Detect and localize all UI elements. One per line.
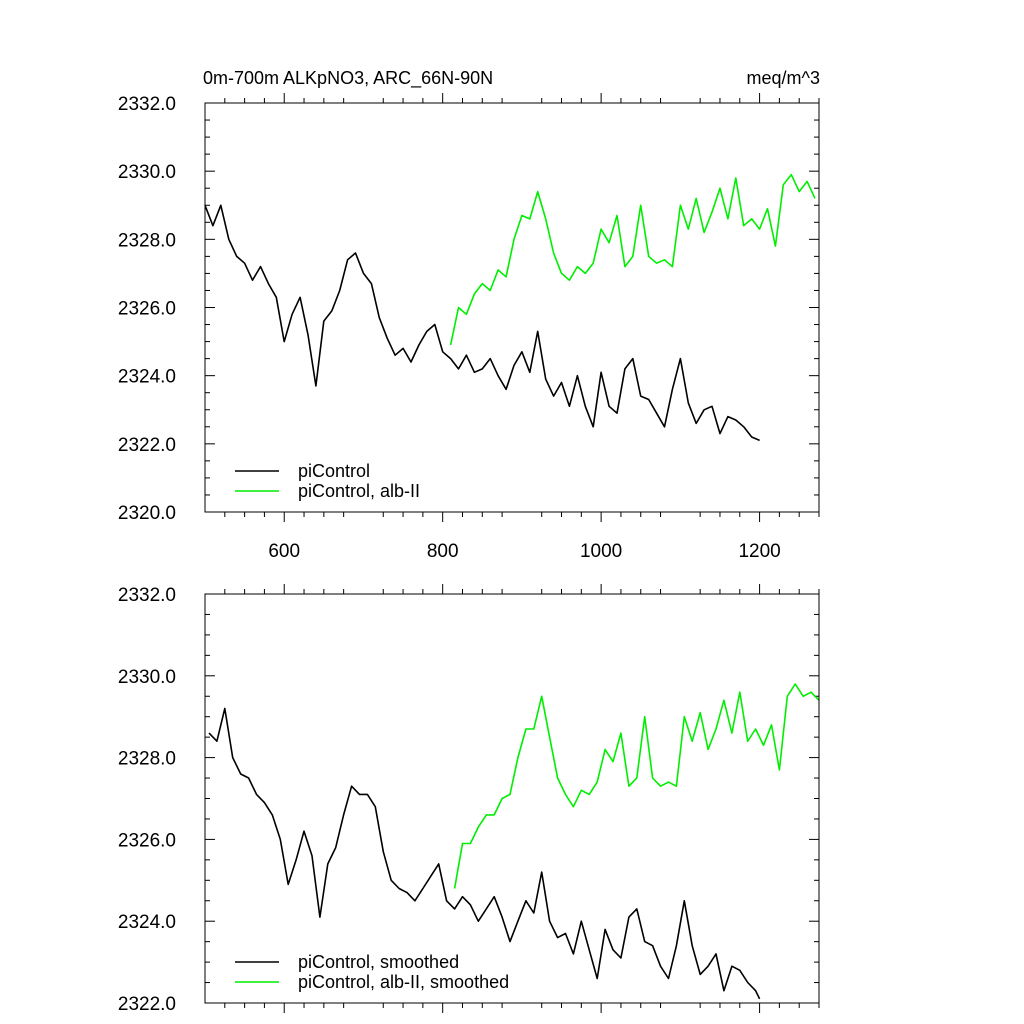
x-tick-label: 1200 (738, 541, 780, 562)
y-tick-label: 2322.0 (118, 994, 176, 1015)
x-tick-label: 1000 (580, 541, 622, 562)
y-tick-label: 2322.0 (118, 435, 176, 456)
top-legend-label-alb-ii: piControl, alb-II (298, 481, 420, 501)
y-tick-label: 2326.0 (118, 830, 176, 851)
bottom-legend-label-alb-ii-smoothed: piControl, alb-II, smoothed (298, 972, 509, 992)
y-tick-label: 2330.0 (118, 667, 176, 688)
top-chart-units: meq/m^3 (747, 68, 820, 88)
series-line-1 (449, 173, 816, 346)
top-plot-series (204, 173, 816, 442)
series-line-0 (208, 707, 761, 1000)
y-tick-label: 2328.0 (118, 230, 176, 251)
top-plot-frame (204, 102, 820, 513)
bottom-plot-series (208, 683, 820, 1000)
bottom-panel: 2322.0 2324.0 2326.0 2328.0 2330.0 2332.0 piC… (118, 584, 820, 1015)
top-panel: 0m-700m ALKpNO3, ARC_66N-90N meq/m^3 232… (118, 68, 820, 562)
y-tick-label: 2326.0 (118, 299, 176, 320)
y-tick-label: 2330.0 (118, 162, 176, 183)
y-tick-label: 2332.0 (118, 94, 176, 115)
bottom-axes-ticks: 2322.0 2324.0 2326.0 2328.0 2330.0 2332.0 (118, 584, 820, 1015)
y-tick-label: 2328.0 (118, 749, 176, 770)
y-tick-label: 2320.0 (118, 503, 176, 524)
x-tick-label: 600 (268, 541, 300, 562)
top-axes-ticks: 2320.0 2322.0 2324.0 2326.0 2328.0 2330.0 2332… (118, 93, 820, 562)
top-legend: piControl piControl, alb-II (235, 461, 420, 501)
series-line-1 (453, 683, 820, 889)
y-tick-label: 2324.0 (118, 912, 176, 933)
bottom-legend-label-smoothed: piControl, smoothed (298, 952, 459, 972)
y-tick-label: 2324.0 (118, 367, 176, 388)
top-chart-title: 0m-700m ALKpNO3, ARC_66N-90N (203, 68, 493, 89)
series-line-0 (204, 204, 760, 442)
top-legend-label-picontrol: piControl (298, 461, 370, 481)
x-tick-label: 800 (427, 541, 459, 562)
bottom-plot-frame (204, 593, 820, 1004)
y-tick-label: 2332.0 (118, 585, 176, 606)
bottom-legend: piControl, smoothed piControl, alb-II, s… (235, 952, 509, 992)
